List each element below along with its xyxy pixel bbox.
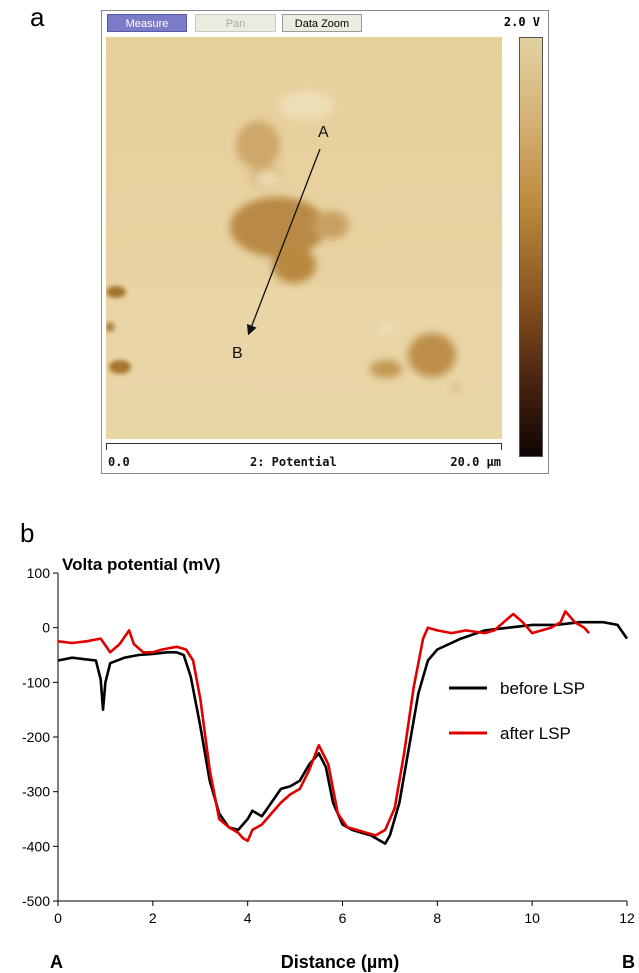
volta-potential-chart: Volta potential (mV) 1000-100-200-300-40… [22, 555, 635, 972]
y-tick-label: -300 [22, 784, 50, 800]
data-zoom-button[interactable]: Data Zoom [282, 14, 362, 32]
x-tick-label: 0 [54, 910, 62, 926]
potential-map-image: A B [106, 37, 502, 439]
x-tick-label: 8 [433, 910, 441, 926]
x-tick-label: 12 [619, 910, 635, 926]
y-tick-label: -100 [22, 674, 50, 690]
series-line-before-lsp [57, 620, 629, 845]
series-layer [57, 610, 629, 845]
point-b-label: B [232, 345, 243, 362]
chart-title: Volta potential (mV) [62, 555, 220, 574]
x-tick-label: 2 [149, 910, 157, 926]
x-axis-label: Distance (µm) [281, 952, 399, 972]
y-tick-label: 100 [27, 565, 51, 581]
legend-label: before LSP [500, 679, 585, 698]
x-tick-label: 6 [339, 910, 347, 926]
scan-end-label: 20.0 µm [450, 455, 501, 469]
point-a-label: A [318, 124, 329, 141]
chart-legend: before LSP after LSP [449, 679, 585, 743]
y-tick-label: -200 [22, 729, 50, 745]
end-label-a: A [50, 952, 63, 972]
pan-button[interactable]: Pan [195, 14, 276, 32]
colorbar-max-label: 2.0 V [503, 15, 540, 29]
x-tick-label: 10 [524, 910, 540, 926]
y-tick-label: -500 [22, 893, 50, 909]
x-tick-label: 4 [244, 910, 252, 926]
measure-button[interactable]: Measure [107, 14, 187, 32]
y-tick-label: -400 [22, 838, 50, 854]
panel-label-a: a [30, 2, 45, 32]
y-tick-label: 0 [42, 620, 50, 636]
potential-colorbar [519, 37, 543, 457]
series-line-after-lsp [57, 610, 591, 843]
legend-label: after LSP [500, 724, 571, 743]
panel-label-b: b [20, 518, 35, 548]
scan-size-axis [106, 443, 502, 454]
channel-label: 2: Potential [250, 455, 337, 469]
end-label-b: B [622, 952, 635, 972]
afm-viewer-window: Measure Pan Data Zoom 2.0 V [101, 10, 549, 474]
scan-start-label: 0.0 [108, 455, 130, 469]
